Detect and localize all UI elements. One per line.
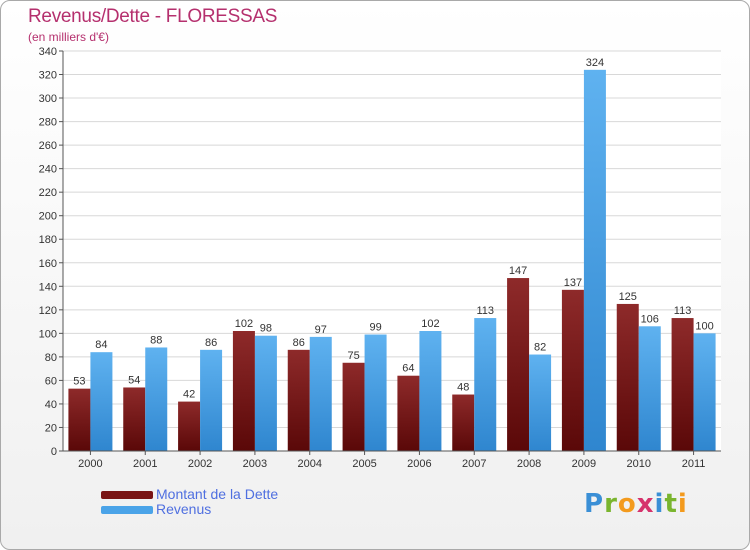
y-tick-label: 40 <box>45 399 57 411</box>
x-tick-label: 2010 <box>627 458 651 470</box>
data-label-revenus: 113 <box>476 305 494 317</box>
y-tick-label: 180 <box>39 234 57 246</box>
data-label-revenus: 102 <box>421 318 439 330</box>
data-label-revenus: 97 <box>315 324 327 336</box>
y-tick-label: 320 <box>39 70 57 82</box>
bar-revenus <box>638 326 661 451</box>
x-tick-label: 2000 <box>78 458 102 470</box>
legend-label-dette: Montant de la Dette <box>156 486 279 502</box>
y-tick-label: 100 <box>39 328 57 340</box>
x-tick-label: 2001 <box>133 458 157 470</box>
bar-revenus <box>583 69 606 451</box>
y-tick-label: 0 <box>51 446 57 458</box>
bar-revenus <box>693 333 716 451</box>
bar-revenus <box>145 347 168 451</box>
x-tick-label: 2007 <box>462 458 486 470</box>
x-tick-label: 2011 <box>682 458 706 470</box>
data-label-dette: 54 <box>128 374 140 386</box>
data-label-dette: 137 <box>564 277 582 289</box>
data-label-revenus: 88 <box>150 334 162 346</box>
x-tick-label: 2004 <box>298 458 322 470</box>
bar-revenus <box>474 318 497 451</box>
x-tick-label: 2006 <box>407 458 431 470</box>
data-label-dette: 113 <box>674 305 692 317</box>
chart-title: Revenus/Dette - FLORESSAS <box>28 6 278 27</box>
y-tick-label: 240 <box>39 164 57 176</box>
bar-dette <box>671 318 694 451</box>
legend-swatch-revenus <box>101 506 153 514</box>
y-tick-label: 280 <box>39 117 57 129</box>
data-label-dette: 125 <box>619 291 637 303</box>
data-label-revenus: 86 <box>205 337 217 349</box>
bar-dette <box>342 362 365 451</box>
bar-dette <box>287 349 310 451</box>
bar-revenus <box>309 336 332 451</box>
bar-dette <box>452 394 475 451</box>
bar-revenus <box>254 335 277 451</box>
x-tick-label: 2005 <box>352 458 376 470</box>
proxiti-logo: Proxiti <box>584 489 688 519</box>
data-label-revenus: 98 <box>260 323 272 335</box>
data-label-revenus: 84 <box>95 339 107 351</box>
data-label-dette: 48 <box>457 382 469 394</box>
plot-area <box>63 51 721 451</box>
data-label-dette: 75 <box>347 350 359 362</box>
y-tick-label: 160 <box>39 258 57 270</box>
bar-revenus <box>529 354 552 451</box>
y-tick-label: 120 <box>39 305 57 317</box>
chart-subtitle: (en milliers d'€) <box>28 30 109 44</box>
y-tick-label: 340 <box>39 46 57 58</box>
data-label-revenus: 82 <box>534 342 546 354</box>
y-tick-label: 20 <box>45 422 57 434</box>
bar-dette <box>561 289 584 451</box>
bar-revenus <box>200 349 223 451</box>
y-tick-label: 220 <box>39 187 57 199</box>
data-label-dette: 86 <box>293 337 305 349</box>
data-label-revenus: 99 <box>369 322 381 334</box>
x-tick-label: 2009 <box>572 458 596 470</box>
data-label-dette: 42 <box>183 389 195 401</box>
data-label-dette: 64 <box>402 363 414 375</box>
data-label-revenus: 100 <box>695 320 713 332</box>
bar-dette <box>397 375 420 451</box>
data-label-dette: 102 <box>235 318 253 330</box>
bar-revenus <box>364 334 387 451</box>
y-tick-label: 60 <box>45 375 57 387</box>
bar-dette <box>68 388 91 451</box>
bar-revenus <box>90 352 113 451</box>
bar-revenus <box>419 331 442 451</box>
x-tick-label: 2008 <box>517 458 541 470</box>
data-label-dette: 147 <box>509 265 527 277</box>
x-tick-label: 2003 <box>243 458 267 470</box>
y-tick-label: 200 <box>39 211 57 223</box>
x-tick-label: 2002 <box>188 458 212 470</box>
bar-dette <box>507 278 530 451</box>
data-label-dette: 53 <box>73 376 85 388</box>
data-label-revenus: 106 <box>641 313 659 325</box>
bar-dette <box>123 387 146 451</box>
y-tick-label: 80 <box>45 352 57 364</box>
y-tick-label: 260 <box>39 140 57 152</box>
bar-dette <box>232 331 255 451</box>
bar-dette <box>178 401 201 451</box>
bar-dette <box>616 303 639 451</box>
legend-swatch-dette <box>101 491 153 499</box>
legend-label-revenus: Revenus <box>156 501 212 517</box>
y-tick-label: 300 <box>39 93 57 105</box>
data-label-revenus: 324 <box>586 57 604 69</box>
y-tick-label: 140 <box>39 281 57 293</box>
